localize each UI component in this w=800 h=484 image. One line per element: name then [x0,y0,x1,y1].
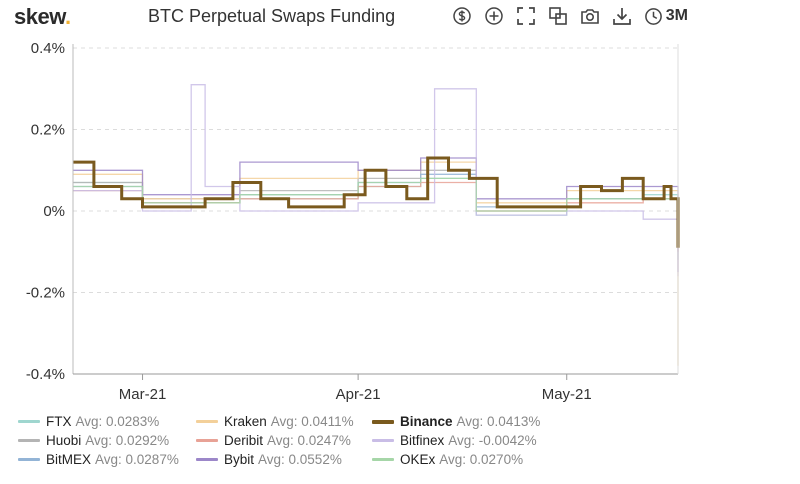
x-tick-label: Mar-21 [119,386,167,403]
legend-item-kraken[interactable]: Kraken Avg: 0.0411% [196,414,372,429]
legend-swatch [372,458,394,461]
legend-swatch [372,439,394,442]
legend-series-avg: Avg: 0.0552% [258,452,342,467]
legend-swatch [18,439,40,442]
series-line-okex [73,177,679,240]
legend-series-avg: Avg: 0.0411% [270,414,354,429]
legend-swatch [372,419,394,424]
chart-series [73,84,680,366]
legend-swatch [196,420,218,423]
legend-series-name: Huobi [46,433,82,448]
series-line-bitfinex [73,84,679,277]
chart-title: BTC Perpetual Swaps Funding [148,6,396,26]
chart-axes: 0.4% 0.2% 0% -0.2% -0.4% Mar-21 Apr-21 May-21 [26,40,679,403]
logo-dot: . [65,4,71,29]
legend-series-name: FTX [46,414,72,429]
legend-item-deribit[interactable]: Deribit Avg: 0.0247% [196,433,372,448]
clock-icon [644,7,662,25]
dollar-icon[interactable] [452,6,472,26]
series-line-deribit [73,181,679,252]
time-range-button[interactable]: 3M [644,7,688,26]
legend-series-avg: Avg: 0.0287% [95,452,179,467]
y-tick-label: 0.4% [31,40,65,57]
skew-logo: skew. [14,4,71,30]
legend-series-avg: Avg: 0.0292% [85,433,170,448]
legend-series-avg: Avg: 0.0270% [439,452,524,467]
series-line-kraken [73,161,679,366]
y-tick-label: 0% [43,203,65,220]
series-line-bitmex [73,173,679,244]
series-line-binance [73,156,680,248]
time-range-label: 3M [665,7,688,24]
camera-icon[interactable] [580,6,600,26]
funding-chart: 0.4% 0.2% 0% -0.2% -0.4% Mar-21 Apr-21 May-21 [26,40,680,403]
legend-item-okex[interactable]: OKEx Avg: 0.0270% [372,452,572,467]
legend-item-bitfinex[interactable]: Bitfinex Avg: -0.0042% [372,433,572,448]
series-line-huobi [73,169,679,232]
copy-icon[interactable] [548,6,568,26]
legend-item-binance[interactable]: Binance Avg: 0.0413% [372,414,572,429]
legend-swatch [196,439,218,442]
legend-series-name: Deribit [224,433,264,448]
y-tick-label: 0.2% [31,122,65,139]
legend-item-bybit[interactable]: Bybit Avg: 0.0552% [196,452,372,467]
legend-series-name: BitMEX [46,452,92,467]
logo-text: skew [14,4,66,29]
legend-item-ftx[interactable]: FTX Avg: 0.0283% [18,414,196,429]
legend-item-huobi[interactable]: Huobi Avg: 0.0292% [18,433,196,448]
legend-series-name: Kraken [224,414,267,429]
legend-swatch [196,458,218,461]
legend-series-avg: Avg: 0.0247% [267,433,351,448]
x-tick-label: May-21 [542,386,592,403]
add-icon[interactable] [484,6,504,26]
legend-swatch [18,458,40,461]
y-tick-label: -0.4% [26,366,65,383]
legend-series-avg: Avg: 0.0283% [75,414,160,429]
legend-series-name: Bitfinex [400,433,445,448]
download-icon[interactable] [612,6,632,26]
x-tick-label: Apr-21 [336,386,381,403]
y-tick-label: -0.2% [26,285,65,302]
legend-series-avg: Avg: -0.0042% [448,433,537,448]
series-line-bybit [73,157,679,273]
legend-series-name: Binance [400,414,453,429]
legend-series-avg: Avg: 0.0413% [456,414,541,429]
legend-series-name: Bybit [224,452,255,467]
chart-legend: FTX Avg: 0.0283% Kraken Avg: 0.0411% Binance… [18,414,572,467]
chart-toolbar: 3M [452,4,688,28]
legend-item-bitmex[interactable]: BitMEX Avg: 0.0287% [18,452,196,467]
fullscreen-icon[interactable] [516,6,536,26]
legend-swatch [18,420,40,423]
legend-series-name: OKEx [400,452,436,467]
